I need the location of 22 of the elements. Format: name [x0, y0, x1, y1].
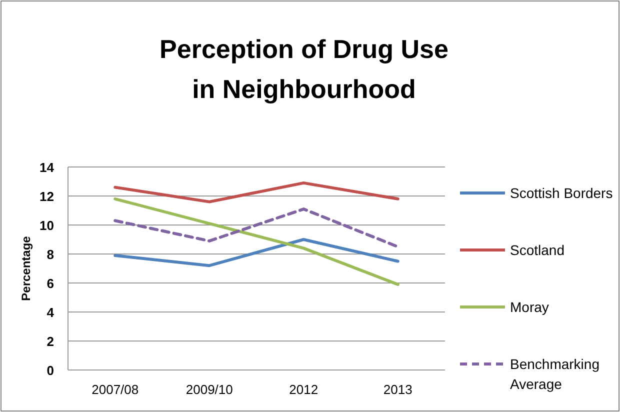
line-series — [114, 208, 400, 248]
legend-label: Scotland — [510, 242, 564, 258]
y-axis-title: Percentage — [19, 236, 33, 301]
x-tick-label: 2007/08 — [92, 382, 139, 397]
y-tick-label: 14 — [40, 160, 55, 175]
y-tick-label: 6 — [46, 276, 54, 291]
y-tick-label: 10 — [40, 218, 54, 233]
chart-title: Perception of Drug Use in Neighbourhood — [160, 34, 448, 104]
line-series — [114, 197, 400, 286]
legend-label: Moray — [510, 299, 549, 315]
y-tick-label: 8 — [46, 247, 54, 262]
legend-label: Scottish Borders — [510, 185, 613, 201]
line-series — [114, 238, 400, 268]
legend-label: Benchmarking Average — [510, 356, 600, 392]
y-tick-label: 2 — [46, 334, 54, 349]
y-tick-label: 12 — [40, 189, 54, 204]
x-tick-label: 2009/10 — [186, 382, 233, 397]
y-tick-label: 0 — [46, 363, 54, 378]
x-tick-label: 2013 — [383, 382, 412, 397]
x-tick-label: 2012 — [289, 382, 318, 397]
line-series — [114, 181, 400, 204]
y-tick-label: 4 — [46, 305, 55, 320]
